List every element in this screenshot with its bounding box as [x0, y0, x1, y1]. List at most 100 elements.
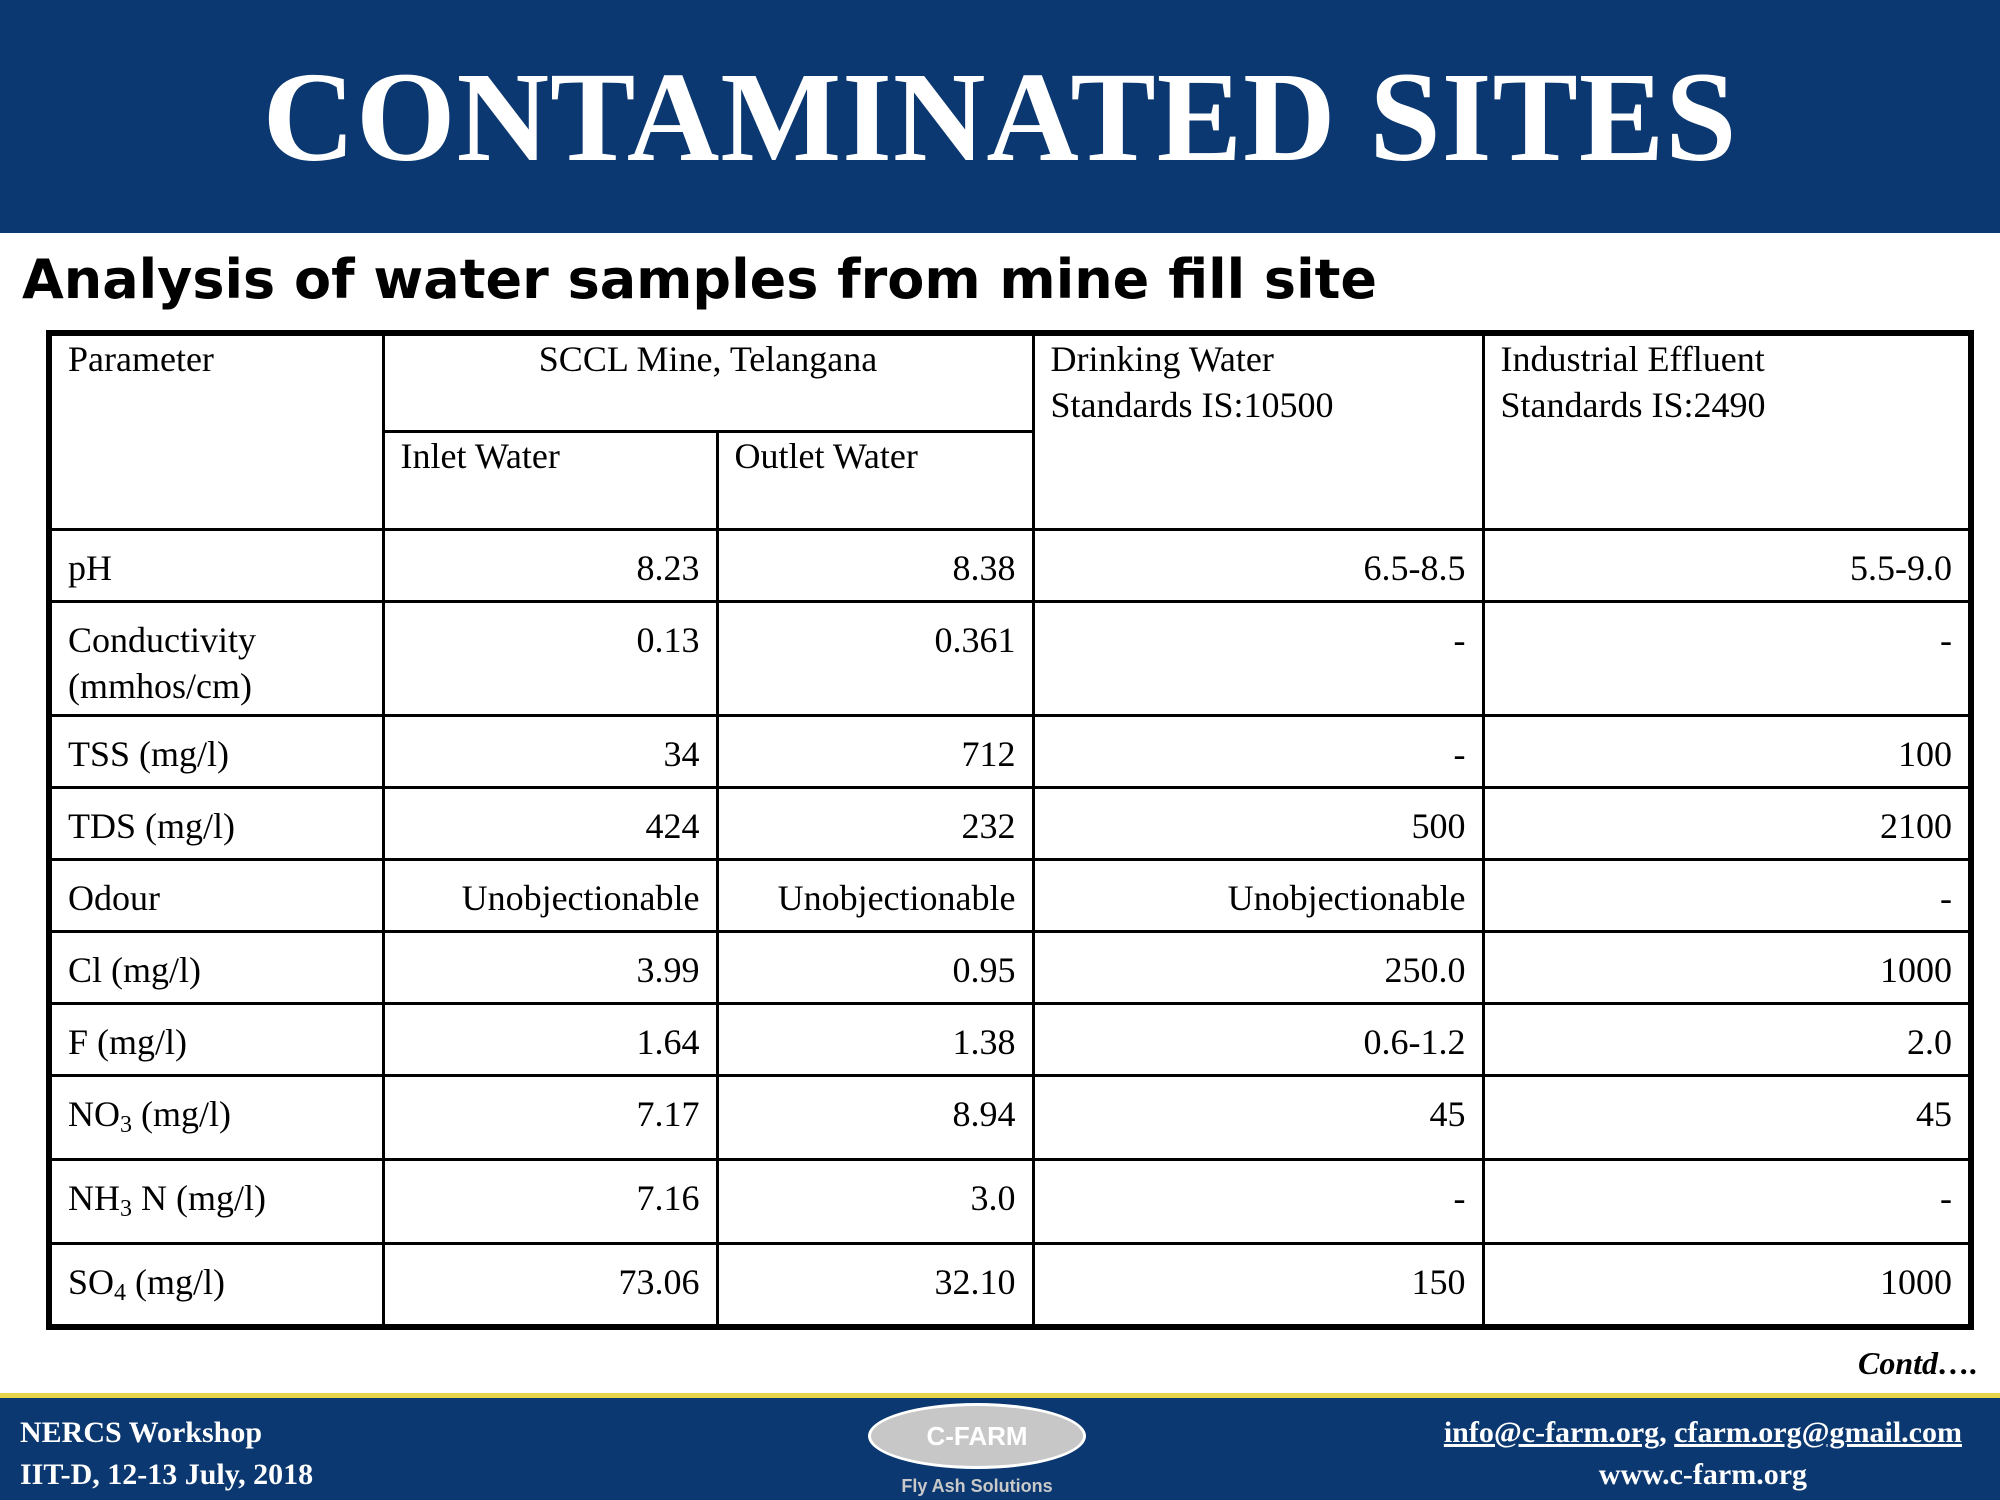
outlet-cell: 0.95 — [715, 929, 1035, 1005]
table-row: F (mg/l) 1.64 1.38 0.6-1.2 2.0 — [47, 1001, 1973, 1077]
drinking-cell: 6.5-8.5 — [1031, 527, 1485, 603]
drinking-cell: 250.0 — [1031, 929, 1485, 1005]
outlet-cell: 0.361 — [715, 599, 1035, 717]
inlet-cell: 7.16 — [381, 1157, 719, 1245]
industrial-cell: 2100 — [1481, 785, 1973, 861]
param-line2: (mmhos/cm) — [68, 665, 252, 706]
industrial-cell: 2.0 — [1481, 1001, 1973, 1077]
header-drinking-line2: Standards IS:10500 — [1050, 385, 1334, 425]
industrial-cell: 100 — [1481, 713, 1973, 789]
param-cell: Odour — [47, 857, 385, 933]
header-industrial-line1: Industrial Effluent — [1500, 339, 1765, 379]
header-inlet: Inlet Water — [381, 429, 719, 531]
table-row: Cl (mg/l) 3.99 0.95 250.0 1000 — [47, 929, 1973, 1005]
industrial-cell: - — [1481, 599, 1973, 717]
param-cell: Cl (mg/l) — [47, 929, 385, 1005]
drinking-cell: 150 — [1031, 1241, 1485, 1329]
header-outlet: Outlet Water — [715, 429, 1035, 531]
drinking-cell: 0.6-1.2 — [1031, 1001, 1485, 1077]
drinking-cell: - — [1031, 713, 1485, 789]
param-chem: SO — [68, 1261, 115, 1302]
contact-info: info@c-farm.org, cfarm.org@gmail.com www… — [1444, 1412, 1962, 1496]
table-row: TDS (mg/l) 424 232 500 2100 — [47, 785, 1973, 861]
table-row: SO4 (mg/l) 73.06 32.10 150 1000 — [47, 1241, 1973, 1329]
event-date: IIT-D, 12-13 July, 2018 — [20, 1458, 314, 1491]
outlet-cell: 712 — [715, 713, 1035, 789]
param-subscript: 3 — [120, 1195, 132, 1222]
outlet-cell: Unobjectionable — [715, 857, 1035, 933]
param-cell: SO4 (mg/l) — [47, 1241, 385, 1329]
param-cell: NH3 N (mg/l) — [47, 1157, 385, 1245]
email-link-info[interactable]: info@c-farm.org — [1443, 1416, 1660, 1449]
inlet-cell: 73.06 — [381, 1241, 719, 1329]
outlet-cell: 8.94 — [715, 1073, 1035, 1161]
param-cell: Conductivity (mmhos/cm) — [47, 599, 385, 717]
outlet-cell: 232 — [715, 785, 1035, 861]
water-analysis-table: Parameter SCCL Mine, Telangana Drinking … — [46, 330, 1974, 1330]
drinking-cell: - — [1031, 1157, 1485, 1245]
header-drinking-line1: Drinking Water — [1050, 339, 1274, 379]
param-cell: F (mg/l) — [47, 1001, 385, 1077]
website-url: www.c-farm.org — [1598, 1458, 1808, 1491]
table-row: pH 8.23 8.38 6.5-8.5 5.5-9.0 — [47, 527, 1973, 603]
param-subscript: 4 — [114, 1279, 127, 1306]
inlet-cell: 0.13 — [381, 599, 719, 717]
inlet-cell: 424 — [381, 785, 719, 861]
industrial-cell: - — [1481, 1157, 1973, 1245]
header-parameter: Parameter — [47, 331, 385, 531]
param-cell: pH — [47, 527, 385, 603]
industrial-cell: 1000 — [1481, 929, 1973, 1005]
industrial-cell: - — [1481, 857, 1973, 933]
industrial-cell: 45 — [1481, 1073, 1973, 1161]
outlet-cell: 3.0 — [715, 1157, 1035, 1245]
drinking-cell: 500 — [1031, 785, 1485, 861]
industrial-cell: 1000 — [1481, 1241, 1973, 1329]
subheader-row: Inlet Water Outlet Water — [49, 429, 1971, 531]
param-cell: TSS (mg/l) — [47, 713, 385, 789]
param-unit: N (mg/l) — [132, 1177, 266, 1218]
inlet-cell: 8.23 — [381, 527, 719, 603]
param-cell: TDS (mg/l) — [47, 785, 385, 861]
inlet-cell: 7.17 — [381, 1073, 719, 1161]
inlet-cell: 1.64 — [381, 1001, 719, 1077]
header-drinking-standards: Drinking Water Standards IS:10500 — [1031, 331, 1485, 531]
param-unit: (mg/l) — [126, 1261, 226, 1302]
drinking-cell: Unobjectionable — [1031, 857, 1485, 933]
inlet-cell: 3.99 — [381, 929, 719, 1005]
table-row: NO3 (mg/l) 7.17 8.94 45 45 — [47, 1073, 1973, 1161]
email-separator: , — [1659, 1416, 1675, 1449]
drinking-cell: - — [1031, 599, 1485, 717]
header-industrial-standards: Industrial Effluent Standards IS:2490 — [1481, 331, 1973, 531]
table-row: TSS (mg/l) 34 712 - 100 — [47, 713, 1973, 789]
cfarm-logo: C-FARM — [868, 1403, 1086, 1469]
header-site: SCCL Mine, Telangana — [381, 331, 1035, 433]
footer-divider — [0, 1393, 2000, 1398]
event-info: NERCS Workshop IIT-D, 12-13 July, 2018 — [20, 1412, 313, 1496]
param-chem: NH — [68, 1177, 120, 1218]
outlet-cell: 32.10 — [715, 1241, 1035, 1329]
table-row: Conductivity (mmhos/cm) 0.13 0.361 - - — [47, 599, 1973, 717]
param-line1: Conductivity — [68, 619, 256, 660]
continued-note: Contd…. — [1857, 1345, 1978, 1381]
logo-tagline: Fly Ash Solutions — [901, 1476, 1053, 1496]
header-row: Parameter SCCL Mine, Telangana Drinking … — [47, 331, 1973, 531]
header-industrial-line2: Standards IS:2490 — [1500, 385, 1766, 425]
inlet-cell: 34 — [381, 713, 719, 789]
email-link-gmail[interactable]: cfarm.org@gmail.com — [1674, 1416, 1962, 1449]
title-banner: CONTAMINATED SITES — [0, 0, 2000, 233]
table-row: NH3 N (mg/l) 7.16 3.0 - - — [47, 1157, 1973, 1245]
event-name: NERCS Workshop — [20, 1416, 263, 1449]
param-subscript: 3 — [120, 1111, 132, 1138]
slide-title: CONTAMINATED SITES — [262, 46, 1738, 188]
outlet-cell: 1.38 — [715, 1001, 1035, 1077]
industrial-cell: 5.5-9.0 — [1481, 527, 1973, 603]
param-chem: NO — [68, 1093, 120, 1134]
inlet-cell: Unobjectionable — [381, 857, 719, 933]
footer-bar: NERCS Workshop IIT-D, 12-13 July, 2018 C… — [0, 1398, 2000, 1500]
param-unit: (mg/l) — [132, 1093, 231, 1134]
param-cell: NO3 (mg/l) — [47, 1073, 385, 1161]
slide-subtitle: Analysis of water samples from mine fill… — [22, 248, 1378, 311]
outlet-cell: 8.38 — [715, 527, 1035, 603]
email-links: info@c-farm.org, cfarm.org@gmail.com — [1444, 1412, 1962, 1454]
table-row: Odour Unobjectionable Unobjectionable Un… — [47, 857, 1973, 933]
